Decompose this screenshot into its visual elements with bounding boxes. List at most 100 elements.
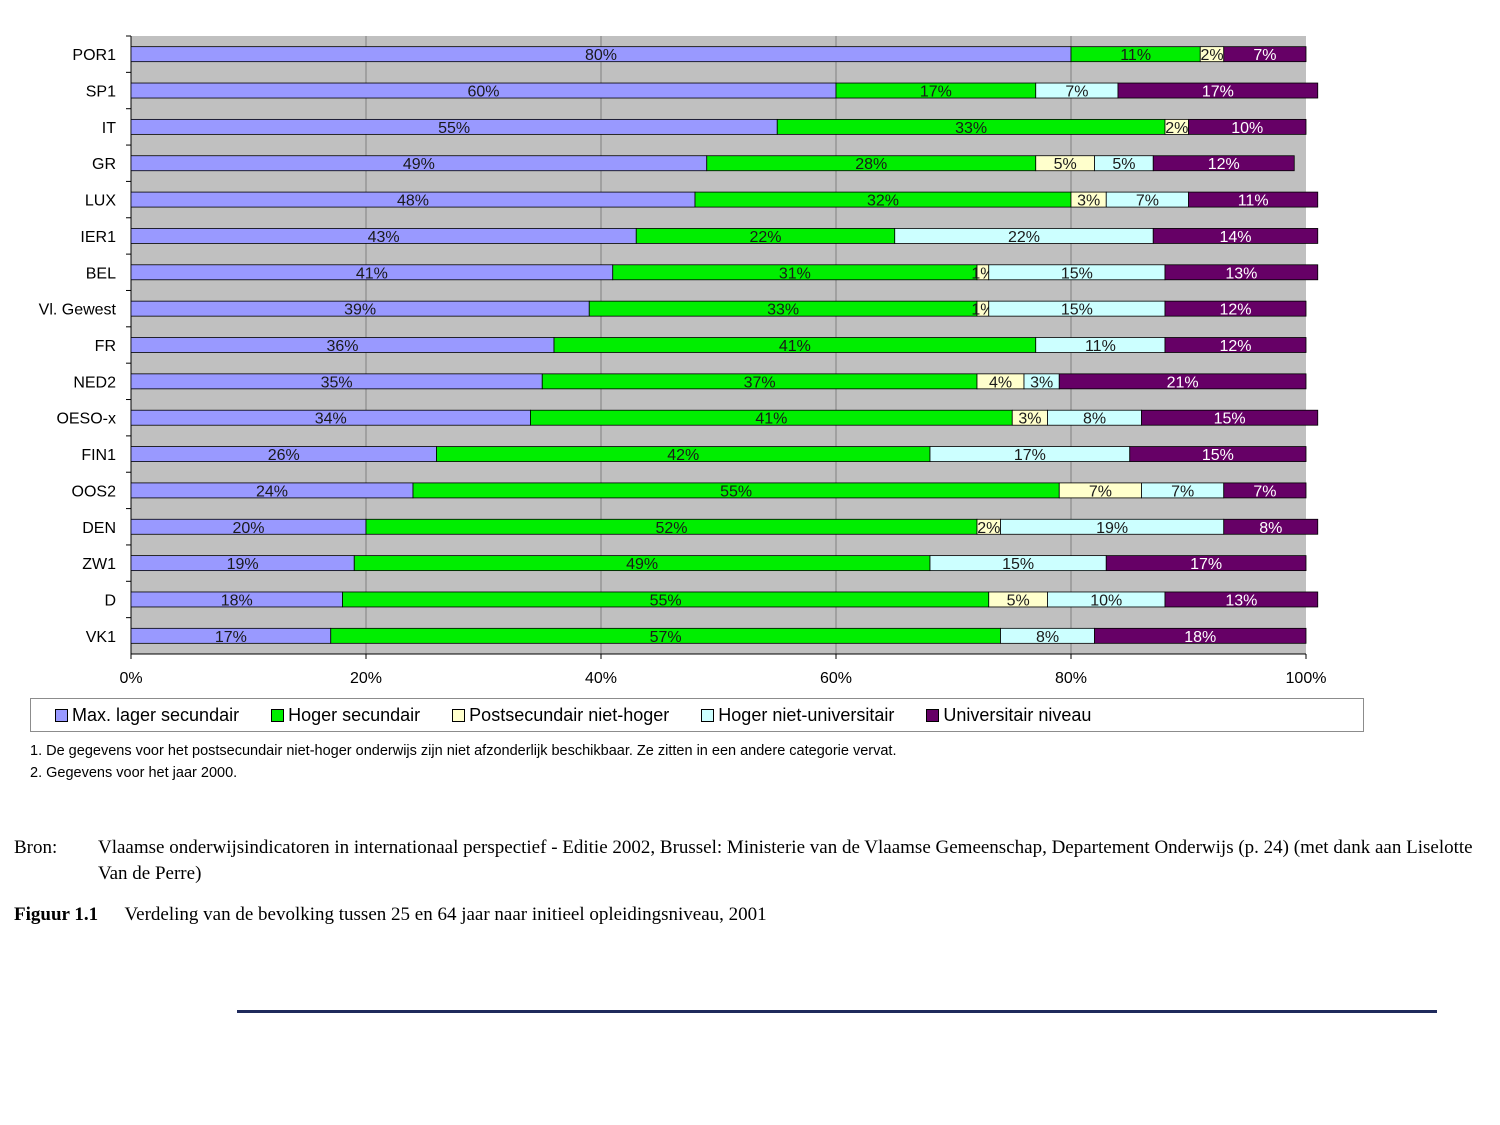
data-label: 4% [989, 374, 1012, 391]
data-label: 12% [1208, 156, 1240, 173]
data-label: 52% [655, 520, 687, 537]
data-label: 7% [1253, 47, 1276, 64]
horizontal-rule [237, 1010, 1437, 1013]
data-label: 12% [1219, 338, 1251, 355]
bar-segment [1223, 482, 1307, 499]
data-label: 15% [1002, 556, 1034, 573]
y-category-label: OOS2 [72, 483, 117, 500]
data-label: 8% [1036, 629, 1059, 646]
data-label: 39% [344, 302, 376, 319]
legend-item: Hoger secundair [271, 705, 420, 726]
data-label: 19% [1096, 520, 1128, 537]
bar-segment [1105, 555, 1307, 572]
data-label: 5% [1007, 592, 1030, 609]
figure-caption-text: Verdeling van de bevolking tussen 25 en … [124, 904, 767, 925]
data-label: 33% [955, 120, 987, 137]
data-label: 5% [1112, 156, 1135, 173]
data-label: 31% [779, 265, 811, 282]
data-label: 7% [1089, 483, 1112, 500]
y-category-label: ZW1 [82, 556, 116, 573]
y-category-label: LUX [85, 193, 116, 210]
data-label: 20% [232, 520, 264, 537]
data-label: 42% [667, 447, 699, 464]
data-label: 7% [1065, 84, 1088, 101]
bar-segment [1188, 191, 1319, 208]
y-category-label: FIN1 [81, 447, 116, 464]
note-1: 1. De gegevens voor het postsecundair ni… [30, 743, 897, 759]
data-label: 11% [1085, 338, 1116, 355]
chart-legend: Max. lager secundair Hoger secundair Posts… [30, 698, 1364, 732]
data-label: 11% [1120, 47, 1151, 64]
bar-segment [1223, 518, 1319, 535]
legend-swatch [926, 708, 940, 722]
data-label: 49% [403, 156, 435, 173]
data-label: 2% [1165, 120, 1188, 137]
y-category-label: Vl. Gewest [39, 302, 117, 319]
bar-segment [1164, 264, 1319, 281]
legend-swatch [55, 708, 68, 722]
data-label: 7% [1171, 483, 1194, 500]
data-label: 13% [1225, 265, 1257, 282]
note-2: 2. Gegevens voor het jaar 2000. [30, 765, 238, 781]
data-label: 57% [650, 629, 682, 646]
data-label: 12% [1219, 302, 1251, 319]
data-label: 17% [1190, 556, 1222, 573]
data-label: 34% [315, 411, 347, 428]
bar-segment [1152, 155, 1295, 172]
bar-segment [1164, 337, 1307, 353]
y-category-label: OESO-x [56, 411, 116, 428]
data-label: 21% [1167, 374, 1199, 391]
data-label: 3% [1077, 193, 1100, 210]
bar-segment [1188, 118, 1307, 135]
data-label: 13% [1225, 592, 1257, 609]
data-label: 7% [1253, 483, 1276, 500]
legend-label: Universitair niveau [943, 704, 1092, 725]
data-label: 41% [779, 338, 811, 355]
data-label: 17% [920, 84, 952, 101]
data-label: 15% [1061, 302, 1093, 319]
data-label: 7% [1136, 193, 1159, 210]
bar-segment [1152, 228, 1319, 244]
data-label: 18% [1184, 629, 1216, 646]
data-label: 15% [1214, 411, 1246, 428]
x-tick-label: 60% [820, 670, 852, 687]
data-label: 35% [321, 374, 353, 391]
data-label: 3% [1030, 374, 1053, 391]
x-tick-label: 40% [585, 670, 617, 687]
legend-swatch [452, 708, 466, 722]
data-label: 36% [326, 338, 358, 355]
data-label: 43% [368, 229, 400, 246]
chart-notes: 1. De gegevens voor het postsecundair ni… [30, 740, 896, 784]
bar-segment [1117, 82, 1319, 99]
data-label: 28% [855, 156, 887, 173]
data-label: 48% [397, 193, 429, 210]
y-category-label: FR [95, 338, 116, 355]
bar-segment [1223, 46, 1307, 63]
data-label: 15% [1202, 447, 1234, 464]
y-category-label: BEL [86, 265, 116, 282]
data-label: 26% [268, 447, 300, 464]
figure-number: Figuur 1.1 [14, 904, 99, 925]
legend-item: Universitair niveau [926, 705, 1091, 726]
bar-segment [1164, 300, 1307, 317]
y-category-label: DEN [82, 520, 116, 537]
data-label: 3% [1018, 411, 1041, 428]
y-category-label: VK1 [86, 629, 116, 646]
x-tick-label: 20% [350, 670, 382, 687]
data-label: 10% [1090, 592, 1122, 609]
bar-segment [1164, 591, 1319, 608]
data-label: 55% [650, 592, 682, 609]
y-category-label: IER1 [80, 229, 116, 246]
data-label: 11% [1238, 193, 1269, 210]
data-label: 37% [744, 374, 776, 391]
data-label: 24% [256, 483, 288, 500]
data-label: 18% [221, 592, 253, 609]
data-label: 41% [356, 265, 388, 282]
legend-label: Hoger niet-universitair [718, 704, 895, 725]
data-label: 33% [767, 302, 799, 319]
data-label: 5% [1054, 156, 1077, 173]
source-label: Bron: [14, 837, 58, 858]
legend-swatch [701, 708, 715, 722]
legend-item: Max. lager secundair [55, 705, 239, 726]
data-label: 80% [585, 47, 617, 64]
